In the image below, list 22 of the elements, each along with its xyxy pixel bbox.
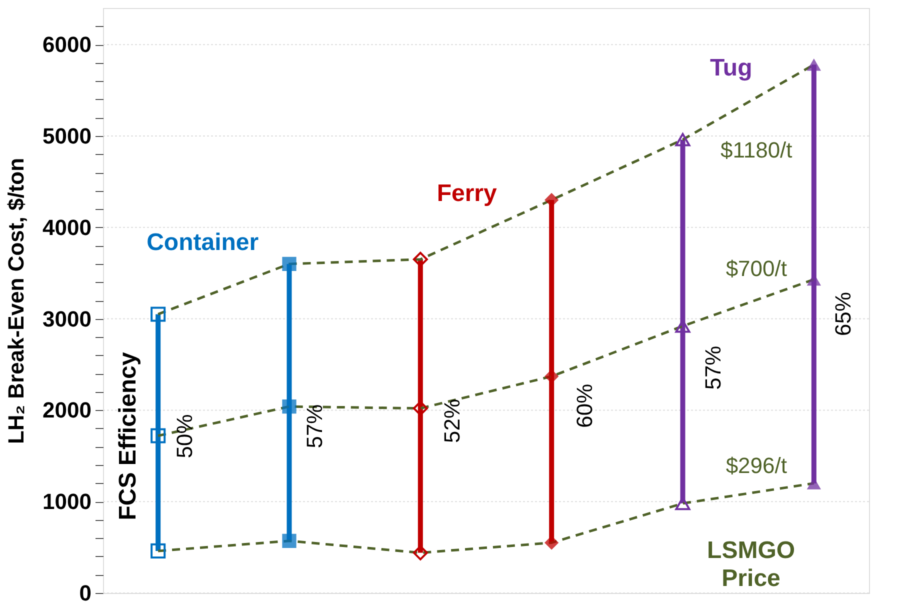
annotation: 50% xyxy=(172,414,197,458)
y-tick-label: 1000 xyxy=(42,489,92,514)
series-label: $296/t xyxy=(726,453,787,478)
y-tick-label: 3000 xyxy=(42,306,92,332)
y-tick-label: 2000 xyxy=(42,398,92,423)
y-axis-title: LH₂ Break-Even Cost, $/ton xyxy=(4,158,29,444)
series-label: $1180/t xyxy=(720,138,792,163)
annotation: 65% xyxy=(830,292,856,336)
annotation: FCS Efficiency xyxy=(114,352,142,520)
annotation: Container xyxy=(146,229,259,256)
annotation: 52% xyxy=(439,398,464,444)
annotation: 57% xyxy=(700,346,726,390)
annotation: 60% xyxy=(572,384,597,428)
y-tick-label: 0 xyxy=(79,580,92,606)
annotation: LSMGO Price xyxy=(707,536,796,592)
annotation: Ferry xyxy=(436,180,498,208)
y-tick-label: 5000 xyxy=(42,123,92,148)
y-tick-label: 6000 xyxy=(42,32,92,58)
annotation: Tug xyxy=(710,54,752,82)
y-tick-label: 4000 xyxy=(42,214,92,240)
annotation: 57% xyxy=(302,404,328,448)
series-label: $700/t xyxy=(726,256,787,281)
